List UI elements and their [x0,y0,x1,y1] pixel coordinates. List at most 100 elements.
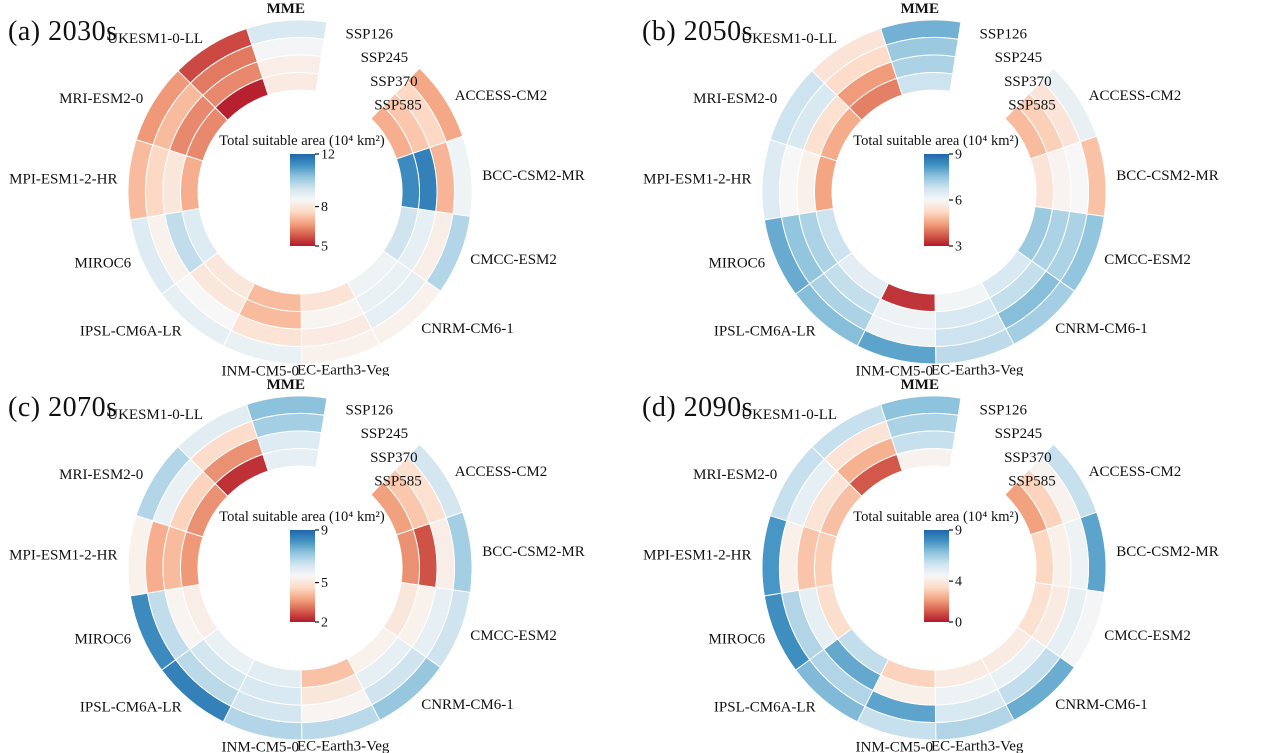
model-label-CNRM-CM6-1: CNRM-CM6-1 [1055,697,1148,713]
model-label-UKESM1-0-LL: UKESM1-0-LL [107,31,203,47]
ring-label-SSP126: SSP126 [980,27,1028,43]
ring-label-SSP126: SSP126 [346,27,394,43]
model-label-EC-Earth3-Veg: EC-Earth3-Veg [297,739,390,753]
ring-label-SSP585: SSP585 [374,474,422,490]
ring-label-SSP370: SSP370 [370,74,418,90]
colorbar [924,530,949,622]
colorbar-tick-label-2: 2 [321,616,328,631]
panel-2090s: (d) 2090s ACCESS-CM2 BCC-CSM2-MR CMCC-ESM2… [634,376,1268,753]
model-label-IPSL-CM6A-LR: IPSL-CM6A-LR [80,324,182,340]
model-label-INM-CM5-0: INM-CM5-0 [222,740,300,753]
model-label-MME: MME [901,377,939,393]
model-label-MME: MME [901,1,939,17]
model-label-UKESM1-0-LL: UKESM1-0-LL [741,407,837,423]
donut-cell-MPI-ESM1-2-HR-SSP585 [180,530,204,588]
model-label-BCC-CSM2-MR: BCC-CSM2-MR [482,168,585,184]
model-label-MPI-ESM1-2-HR: MPI-ESM1-2-HR [9,548,117,564]
circular-heatmap-2090s: ACCESS-CM2 BCC-CSM2-MR CMCC-ESM2 CNRM-CM6-1… [643,377,1219,753]
colorbar-title: Total suitable area (10⁴ km²) [219,509,385,525]
model-label-CMCC-ESM2: CMCC-ESM2 [470,252,557,268]
donut-cell-BCC-CSM2-MR-SSP585 [1029,528,1054,586]
ring-label-SSP585: SSP585 [1008,474,1056,490]
model-label-BCC-CSM2-MR: BCC-CSM2-MR [482,544,585,560]
model-label-ACCESS-CM2: ACCESS-CM2 [1089,88,1182,104]
model-label-UKESM1-0-LL: UKESM1-0-LL [107,407,203,423]
colorbar [290,154,315,246]
model-label-EC-Earth3-Veg: EC-Earth3-Veg [931,363,1024,376]
model-label-CMCC-ESM2: CMCC-ESM2 [470,628,557,644]
model-label-MME: MME [267,377,305,393]
model-label-MRI-ESM2-0: MRI-ESM2-0 [59,91,143,107]
colorbar-tick-label-8: 8 [321,200,328,215]
colorbar [290,530,315,622]
donut-cell-MPI-ESM1-2-HR-SSP585 [180,154,204,212]
panel-2050s: (b) 2050s ACCESS-CM2 BCC-CSM2-MR CMCC-ESM2… [634,0,1268,376]
panel-label-c: (c) 2070s [8,392,118,423]
ring-label-SSP245: SSP245 [995,50,1043,66]
model-label-CMCC-ESM2: CMCC-ESM2 [1104,628,1191,644]
ring-label-SSP245: SSP245 [995,426,1043,442]
model-label-IPSL-CM6A-LR: IPSL-CM6A-LR [714,700,816,716]
model-label-MME: MME [267,1,305,17]
model-label-INM-CM5-0: INM-CM5-0 [222,364,300,377]
donut-cell-BCC-CSM2-MR-SSP585 [1029,152,1054,210]
model-label-IPSL-CM6A-LR: IPSL-CM6A-LR [80,700,182,716]
model-label-MIROC6: MIROC6 [709,255,766,271]
colorbar-tick-label-9: 9 [955,524,962,539]
colorbar-tick-label-4: 4 [955,575,962,590]
ring-label-SSP126: SSP126 [346,403,394,419]
model-label-CNRM-CM6-1: CNRM-CM6-1 [421,697,514,713]
model-label-MRI-ESM2-0: MRI-ESM2-0 [693,467,777,483]
colorbar-tick-label-5: 5 [321,576,328,591]
model-label-MIROC6: MIROC6 [75,255,132,271]
ring-label-SSP245: SSP245 [361,426,409,442]
colorbar-tick-label-5: 5 [321,240,328,255]
circular-heatmap-2070s: ACCESS-CM2 BCC-CSM2-MR CMCC-ESM2 CNRM-CM6-1… [9,377,585,753]
panel-label-a: (a) 2030s [8,16,118,47]
donut-cell-MME-SSP585 [262,448,320,472]
donut-cell-MME-SSP585 [896,72,954,96]
panel-label-d: (d) 2090s [642,392,754,423]
model-label-ACCESS-CM2: ACCESS-CM2 [1089,464,1182,480]
colorbar-tick-label-9: 9 [321,524,328,539]
model-label-MIROC6: MIROC6 [709,631,766,647]
donut-cell-MME-SSP585 [262,72,320,96]
donut-cell-BCC-CSM2-MR-SSP585 [395,152,420,210]
ring-label-SSP370: SSP370 [1004,450,1052,466]
panel-label-b: (b) 2050s [642,16,754,47]
ring-label-SSP585: SSP585 [1008,98,1056,114]
ring-label-SSP126: SSP126 [980,403,1028,419]
colorbar-title: Total suitable area (10⁴ km²) [853,509,1019,525]
donut-cell-MPI-ESM1-2-HR-SSP585 [814,154,838,212]
model-label-MPI-ESM1-2-HR: MPI-ESM1-2-HR [643,172,751,188]
colorbar-tick-label-9: 9 [955,148,962,163]
circular-heatmap-2030s: ACCESS-CM2 BCC-CSM2-MR CMCC-ESM2 CNRM-CM6-1… [9,1,585,377]
ring-label-SSP370: SSP370 [370,450,418,466]
model-label-MPI-ESM1-2-HR: MPI-ESM1-2-HR [643,548,751,564]
panel-2030s: (a) 2030s ACCESS-CM2 BCC-CSM2-MR CMCC-ESM2… [0,0,634,376]
model-label-IPSL-CM6A-LR: IPSL-CM6A-LR [714,324,816,340]
donut-cell-BCC-CSM2-MR-SSP585 [395,528,420,586]
panel-2070s: (c) 2070s ACCESS-CM2 BCC-CSM2-MR CMCC-ESM2… [0,376,634,753]
ring-label-SSP585: SSP585 [374,98,422,114]
model-label-MPI-ESM1-2-HR: MPI-ESM1-2-HR [9,172,117,188]
model-label-MRI-ESM2-0: MRI-ESM2-0 [59,467,143,483]
colorbar-tick-label-3: 3 [955,240,962,255]
ring-label-SSP370: SSP370 [1004,74,1052,90]
colorbar-tick-label-6: 6 [955,194,962,209]
donut-cell-MME-SSP585 [896,448,954,472]
model-label-UKESM1-0-LL: UKESM1-0-LL [741,31,837,47]
model-label-ACCESS-CM2: ACCESS-CM2 [455,464,548,480]
colorbar-title: Total suitable area (10⁴ km²) [219,133,385,149]
circular-heatmap-2050s: ACCESS-CM2 BCC-CSM2-MR CMCC-ESM2 CNRM-CM6-1… [643,1,1219,377]
model-label-ACCESS-CM2: ACCESS-CM2 [455,88,548,104]
colorbar [924,154,949,246]
ring-label-SSP245: SSP245 [361,50,409,66]
colorbar-tick-label-0: 0 [955,616,962,631]
colorbar-tick-label-12: 12 [321,148,335,163]
colorbar-title: Total suitable area (10⁴ km²) [853,133,1019,149]
model-label-INM-CM5-0: INM-CM5-0 [856,364,934,377]
donut-cell-MPI-ESM1-2-HR-SSP585 [814,530,838,588]
model-label-INM-CM5-0: INM-CM5-0 [856,740,934,753]
